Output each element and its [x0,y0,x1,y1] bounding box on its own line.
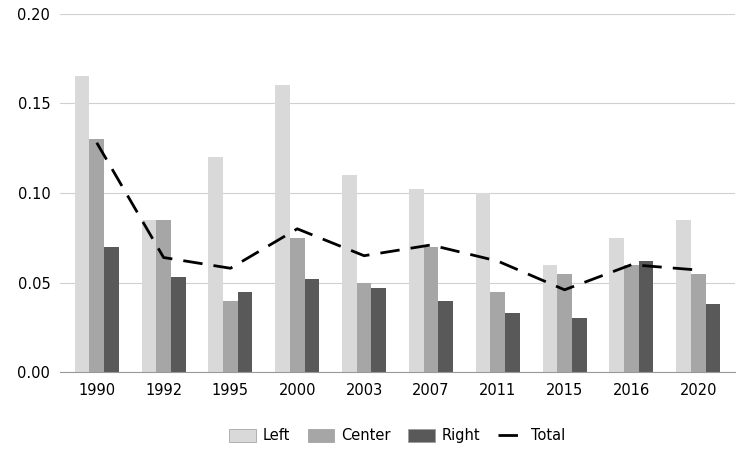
Bar [639,261,653,372]
Bar [75,76,89,372]
Bar [156,220,171,372]
Bar [490,291,505,372]
Bar [505,313,520,372]
Bar [572,319,586,372]
Bar [275,85,290,372]
Bar [438,301,453,372]
Bar [424,247,438,372]
Bar [691,274,706,372]
Bar [542,265,557,372]
Bar [609,238,624,372]
Bar [89,139,104,372]
Bar [223,301,238,372]
Bar [371,288,386,372]
Bar [142,220,156,372]
Bar [676,220,691,372]
Bar [290,238,304,372]
Bar [624,265,639,372]
Bar [342,175,357,372]
Bar [706,304,720,372]
Bar [171,277,186,372]
Bar [304,279,320,372]
Bar [209,157,223,372]
Bar [557,274,572,372]
Bar [357,282,371,372]
Bar [104,247,118,372]
Legend: Left, Center, Right, Total: Left, Center, Right, Total [224,423,572,449]
Bar [409,189,424,372]
Bar [476,193,490,372]
Bar [238,291,253,372]
